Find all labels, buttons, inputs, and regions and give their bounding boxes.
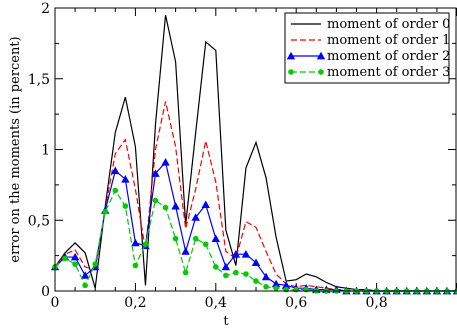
y-tick-label: 1 bbox=[41, 143, 50, 159]
y-tick-label: 0,5 bbox=[28, 213, 50, 229]
data-point bbox=[162, 204, 169, 211]
data-point bbox=[82, 282, 88, 289]
data-point bbox=[102, 208, 109, 215]
data-point bbox=[192, 235, 199, 242]
data-point bbox=[111, 166, 120, 175]
data-point bbox=[283, 286, 289, 293]
legend-marker bbox=[286, 51, 296, 60]
data-point bbox=[152, 197, 159, 204]
y-axis-title: error on the moments (in percent) bbox=[8, 36, 23, 262]
series-line bbox=[54, 189, 457, 292]
data-point bbox=[263, 283, 269, 290]
legend-marker bbox=[316, 51, 326, 60]
y-axis-title-group: error on the moments (in percent) bbox=[8, 36, 23, 262]
legend-label: moment of order 2 bbox=[327, 49, 450, 64]
data-point bbox=[161, 158, 170, 166]
data-point bbox=[213, 264, 219, 270]
data-point bbox=[151, 169, 160, 177]
legend-item: moment of order 3 bbox=[288, 65, 450, 80]
axis-tick-labels: 0 0,2 0,4 0,6 0,8 0 0,5 1 1,5 2 bbox=[28, 1, 388, 311]
data-point bbox=[80, 271, 90, 279]
data-point bbox=[122, 203, 129, 209]
data-point bbox=[182, 269, 189, 276]
data-point bbox=[131, 238, 140, 247]
data-point bbox=[92, 261, 98, 267]
data-point bbox=[72, 261, 78, 267]
x-tick-label: 0,2 bbox=[124, 295, 146, 311]
legend-marker bbox=[318, 69, 324, 75]
series-3 bbox=[52, 187, 457, 294]
data-point bbox=[121, 175, 130, 183]
data-point bbox=[142, 241, 149, 248]
data-point bbox=[293, 286, 300, 293]
plot-frame bbox=[54, 7, 457, 292]
series-line bbox=[54, 160, 457, 292]
x-tick-label: 0,4 bbox=[205, 295, 227, 311]
legend-item: moment of order 1 bbox=[291, 33, 450, 48]
y-tick-label: 2 bbox=[41, 1, 50, 17]
legend-marker bbox=[288, 69, 294, 75]
y-tick-label: 1,5 bbox=[28, 72, 50, 88]
data-point bbox=[243, 271, 249, 277]
legend-label: moment of order 3 bbox=[327, 65, 450, 80]
x-tick-label: 0,8 bbox=[365, 295, 387, 311]
data-point bbox=[191, 213, 200, 221]
data-point bbox=[202, 241, 209, 248]
data-point bbox=[223, 272, 229, 279]
data-point bbox=[261, 272, 271, 281]
data-point bbox=[221, 262, 231, 271]
data-point bbox=[253, 278, 259, 284]
data-point bbox=[303, 286, 310, 293]
data-point bbox=[70, 252, 80, 261]
series-2 bbox=[50, 158, 457, 295]
data-point bbox=[251, 258, 261, 267]
data-point bbox=[271, 279, 281, 288]
data-point bbox=[171, 201, 180, 210]
data-point bbox=[132, 262, 139, 269]
legend-label: moment of order 1 bbox=[327, 33, 450, 48]
data-point bbox=[62, 255, 68, 262]
legend-item: moment of order 0 bbox=[291, 17, 450, 32]
data-point bbox=[281, 281, 291, 289]
x-tick-label: 0 bbox=[51, 295, 60, 311]
legend-item: moment of order 2 bbox=[286, 49, 450, 64]
data-point bbox=[241, 250, 251, 258]
data-point bbox=[201, 200, 210, 209]
data-point bbox=[181, 247, 190, 255]
data-point bbox=[112, 187, 119, 194]
legend-label: moment of order 0 bbox=[327, 17, 450, 32]
data-point bbox=[172, 235, 179, 242]
data-point bbox=[273, 285, 279, 291]
legend-box bbox=[284, 12, 450, 84]
data-point bbox=[231, 250, 241, 258]
data-point bbox=[233, 269, 239, 276]
data-point bbox=[211, 234, 220, 243]
x-tick-label: 0,6 bbox=[285, 295, 307, 311]
y-tick-label: 0 bbox=[41, 284, 50, 300]
x-axis-title: t bbox=[223, 314, 229, 329]
